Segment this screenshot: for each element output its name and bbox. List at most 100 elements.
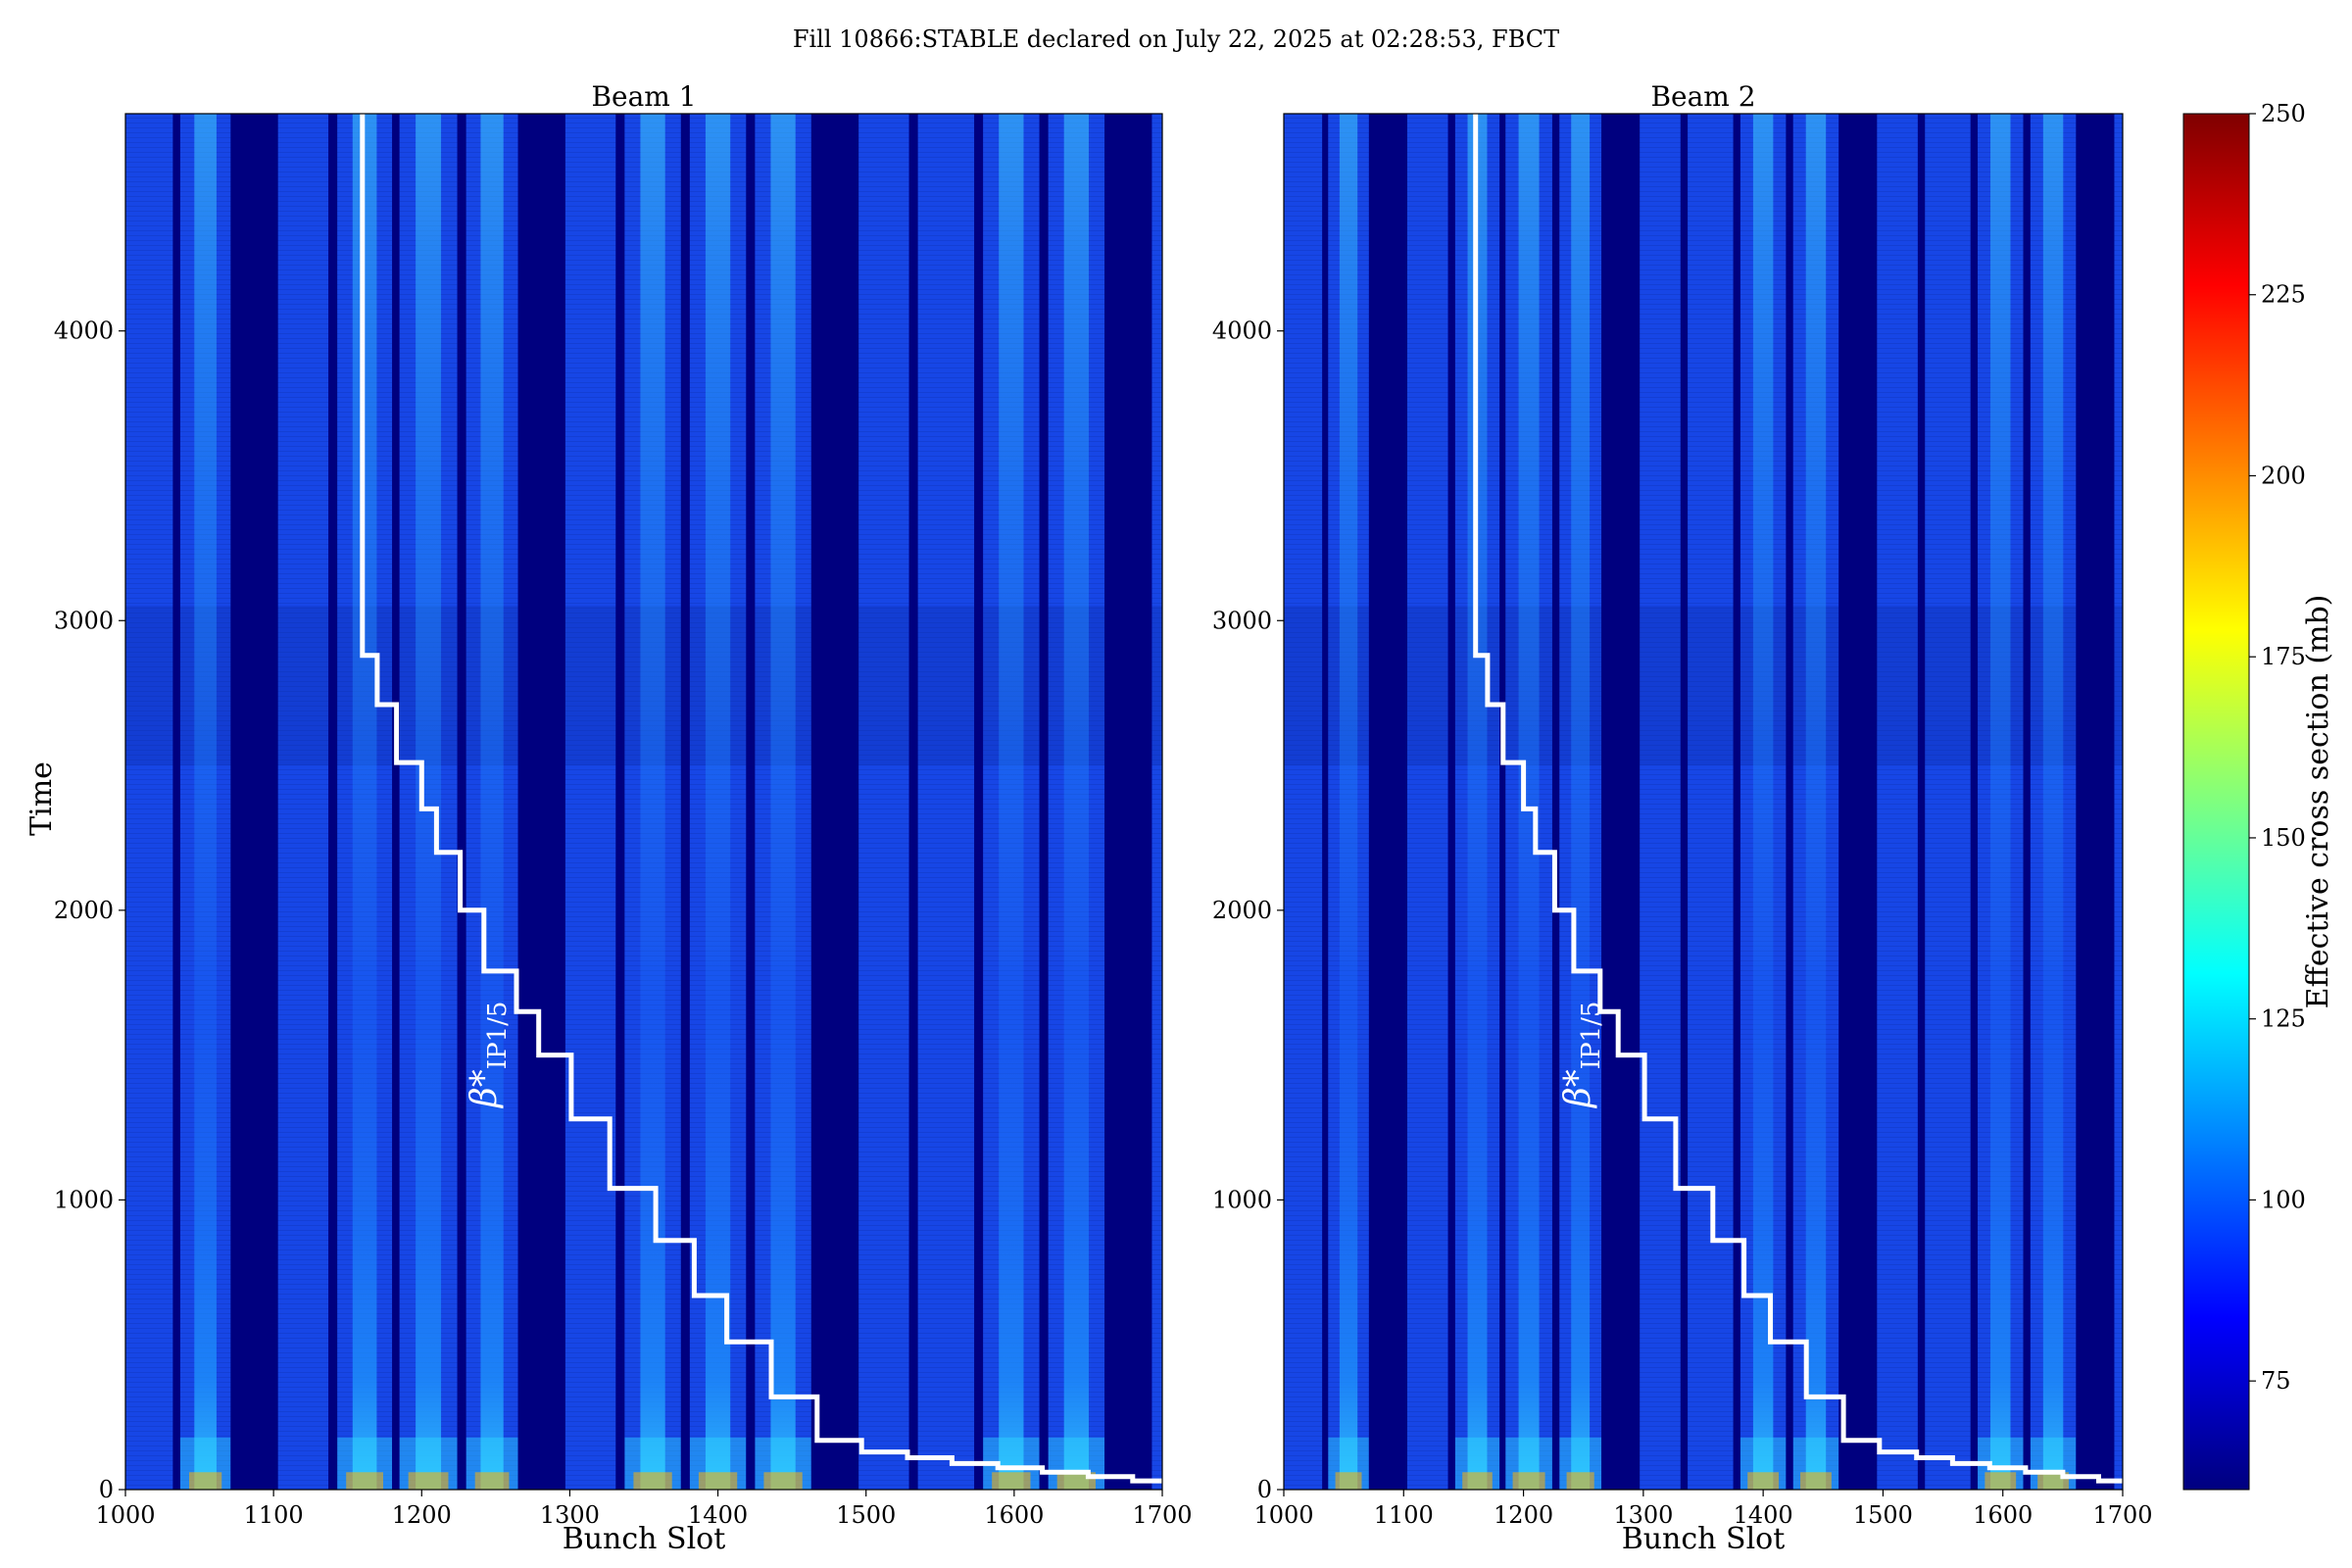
- heatmap-area: [124, 113, 1163, 1491]
- early-time-hot-region: [1512, 1472, 1545, 1490]
- empty-slot-gap: [615, 114, 625, 1490]
- colorbar-tick-label: 125: [2261, 1005, 2306, 1033]
- x-tick-label: 1600: [984, 1501, 1044, 1529]
- colorbar: 75 100 125 150 175 200 225 250 Effective cross …: [2182, 100, 2335, 1491]
- y-axis-label: Time: [24, 761, 59, 836]
- early-time-hot-region: [763, 1472, 803, 1490]
- empty-slot-gap: [1447, 114, 1455, 1490]
- beta-star-step-line: [360, 114, 1162, 1484]
- empty-slot-gap: [328, 114, 338, 1490]
- axes-frame: [124, 113, 1163, 1491]
- early-time-hot-region: [474, 1472, 510, 1490]
- x-tick-label: 1000: [1253, 1501, 1313, 1529]
- empty-slot-gap: [1680, 114, 1689, 1490]
- early-time-hot-region: [1800, 1472, 1832, 1490]
- early-time-hot-region: [408, 1472, 449, 1490]
- empty-slot-gap: [1499, 114, 1506, 1490]
- x-axis-label: Bunch Slot: [563, 1522, 726, 1556]
- heatmap-dark-band: [1284, 606, 2123, 766]
- bunch-train-highlight: [480, 114, 504, 1490]
- x-axis-ticks: 1000 1100 1200 1300 1400 1500 1600 1700: [1253, 1490, 2153, 1529]
- empty-slot-gap: [1838, 114, 1878, 1490]
- bunch-train-highlight: [194, 114, 217, 1490]
- early-time-hot-region: [1566, 1472, 1594, 1490]
- colorbar-tick-label: 75: [2261, 1367, 2291, 1395]
- colorbar-tick-label: 175: [2261, 643, 2306, 670]
- y-tick-label: 1000: [54, 1186, 114, 1213]
- empty-slot-gap: [680, 114, 690, 1490]
- colorbar-tick-label: 150: [2261, 824, 2306, 852]
- bunch-train-highlight: [1518, 114, 1540, 1490]
- colorbar-label: Effective cross section (mb): [2301, 595, 2335, 1009]
- y-tick-label: 4000: [1212, 318, 1272, 345]
- early-time-hot-region: [633, 1472, 672, 1490]
- bunch-train-highlight: [1339, 114, 1358, 1490]
- empty-slot-gap: [1733, 114, 1740, 1490]
- colorbar-gradient: [2182, 113, 2250, 1491]
- bunch-train-highlight: [1063, 114, 1089, 1490]
- y-tick-label: 3000: [1212, 607, 1272, 634]
- early-time-hot-region: [1984, 1472, 2017, 1490]
- bunch-train-highlight: [1752, 114, 1774, 1490]
- x-tick-label: 1100: [244, 1501, 304, 1529]
- y-tick-label: 2000: [54, 897, 114, 924]
- bunch-train-highlight: [2042, 114, 2064, 1490]
- empty-slot-gap: [1786, 114, 1793, 1490]
- x-tick-label: 1300: [1613, 1501, 1673, 1529]
- early-time-hot-region: [1747, 1472, 1780, 1490]
- y-axis-ticks: 0 1000 2000 3000 4000: [1212, 318, 1284, 1503]
- beta-star-annotation: β*IP1/5: [465, 1002, 513, 1109]
- empty-slot-gap: [517, 114, 565, 1490]
- y-tick-label: 0: [1257, 1476, 1272, 1503]
- x-tick-label: 1500: [836, 1501, 896, 1529]
- empty-slot-gap: [2023, 114, 2031, 1490]
- x-tick-label: 1700: [2092, 1501, 2152, 1529]
- beta-star-label: β*: [465, 1069, 505, 1109]
- x-tick-label: 1600: [1973, 1501, 2033, 1529]
- x-tick-label: 1500: [1853, 1501, 1913, 1529]
- colorbar-tick-label: 225: [2261, 281, 2306, 309]
- empty-slot-gap: [392, 114, 400, 1490]
- bunch-train-highlight: [1990, 114, 2011, 1490]
- x-tick-label: 1200: [1494, 1501, 1553, 1529]
- colorbar-tick-label: 200: [2261, 462, 2306, 489]
- y-tick-label: 2000: [1212, 897, 1272, 924]
- x-tick-label: 1400: [1734, 1501, 1793, 1529]
- early-time-hot-region: [992, 1472, 1031, 1490]
- beta-star-step-line: [1473, 114, 2123, 1484]
- beta-star-label: β*: [1558, 1069, 1598, 1109]
- empty-slot-gap: [172, 114, 180, 1490]
- empty-slot-gap: [908, 114, 918, 1490]
- bunch-train-highlight: [1571, 114, 1591, 1490]
- bunch-train-highlight: [640, 114, 665, 1490]
- heatmap-texture: [1284, 114, 2123, 1490]
- y-tick-label: 4000: [54, 318, 114, 345]
- early-time-hot-region: [346, 1472, 383, 1490]
- colorbar-tick-label: 250: [2261, 100, 2306, 127]
- panel-title: Beam 1: [591, 80, 696, 113]
- y-tick-label: 0: [99, 1476, 114, 1503]
- empty-slot-gap: [810, 114, 859, 1490]
- empty-slot-gap: [1104, 114, 1152, 1490]
- y-tick-label: 1000: [1212, 1186, 1272, 1213]
- empty-slot-gap: [974, 114, 984, 1490]
- empty-slot-gap: [457, 114, 466, 1490]
- early-time-hot-region: [188, 1472, 222, 1490]
- heatmap-area: [1283, 113, 2124, 1491]
- x-tick-label: 1300: [540, 1501, 600, 1529]
- empty-slot-gap: [1970, 114, 1979, 1490]
- beta-star-annotation: β*IP1/5: [1558, 1002, 1606, 1109]
- early-time-hot-region: [1462, 1472, 1493, 1490]
- bunch-train-highlight: [1467, 114, 1488, 1490]
- x-tick-label: 1100: [1374, 1501, 1434, 1529]
- heatmap-panel-beam-2: Beam 2 1000 1100 1200 1300 1400 1500 1600 1700 …: [1212, 80, 2153, 1556]
- empty-slot-gap: [746, 114, 756, 1490]
- x-tick-label: 1700: [1132, 1501, 1192, 1529]
- empty-slot-gap: [1368, 114, 1407, 1490]
- x-tick-label: 1200: [392, 1501, 452, 1529]
- beta-star-subscript: IP1/5: [1577, 1002, 1606, 1070]
- x-tick-label: 1400: [688, 1501, 748, 1529]
- bunch-train-highlight: [1805, 114, 1827, 1490]
- x-axis-ticks: 1000 1100 1200 1300 1400 1500 1600 1700: [95, 1490, 1193, 1529]
